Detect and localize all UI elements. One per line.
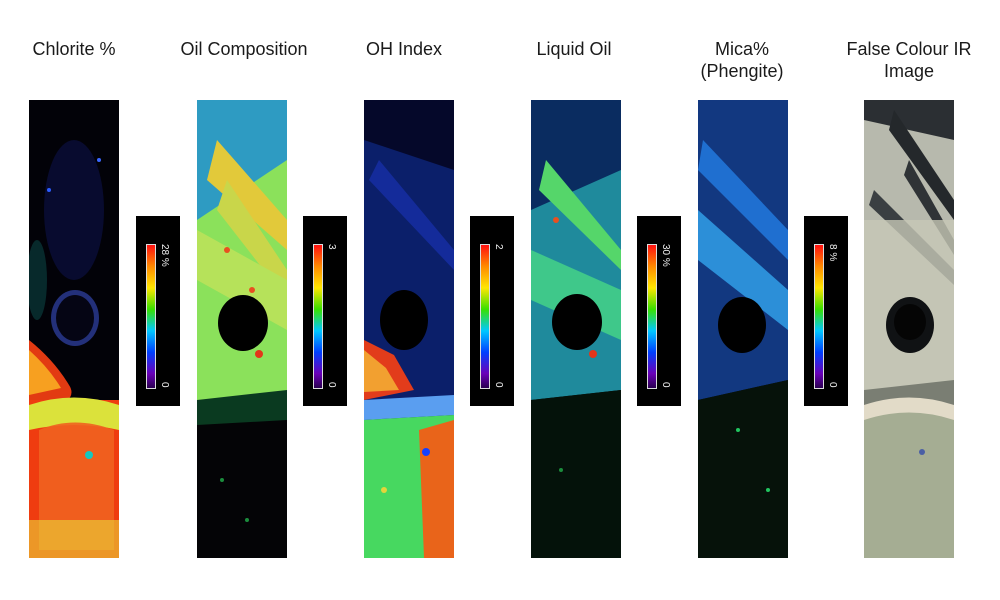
colour-scale-liquid-oil: 30 % 0 bbox=[637, 216, 681, 406]
colour-gradient-bar bbox=[480, 244, 490, 389]
panel-chlorite-map bbox=[29, 100, 119, 558]
scale-min-label: 0 bbox=[493, 382, 504, 388]
scale-max-label: 28 % bbox=[159, 244, 170, 267]
colour-scale-oil-composition: 3 0 bbox=[303, 216, 347, 406]
panel-mica-map bbox=[698, 100, 788, 558]
colour-scale-oh-index: 2 0 bbox=[470, 216, 514, 406]
scale-max-label: 8 % bbox=[827, 244, 838, 262]
colour-gradient-bar bbox=[814, 244, 824, 389]
colour-scale-mica: 8 % 0 bbox=[804, 216, 848, 406]
title-liquid-oil: Liquid Oil bbox=[536, 39, 612, 59]
title-oh-index: OH Index bbox=[365, 39, 443, 59]
scale-min-label: 0 bbox=[660, 382, 671, 388]
scale-min-label: 0 bbox=[159, 382, 170, 388]
title-false-colour-ir: False Colour IR Image bbox=[846, 39, 972, 81]
scale-min-label: 0 bbox=[326, 382, 337, 388]
panel-liquid-oil-map bbox=[531, 100, 621, 558]
title-oil-composition: Oil Composition bbox=[180, 39, 308, 59]
scale-max-label: 30 % bbox=[660, 244, 671, 267]
title-chlorite: Chlorite % bbox=[32, 39, 116, 59]
title-mica: Mica% (Phengite) bbox=[700, 39, 784, 81]
colour-gradient-bar bbox=[146, 244, 156, 389]
scale-max-label: 3 bbox=[326, 244, 337, 250]
scale-min-label: 0 bbox=[827, 382, 838, 388]
colour-gradient-bar bbox=[647, 244, 657, 389]
scale-max-label: 2 bbox=[493, 244, 504, 250]
panel-oh-index-map bbox=[364, 100, 454, 558]
colour-gradient-bar bbox=[313, 244, 323, 389]
colour-scale-chlorite: 28 % 0 bbox=[136, 216, 180, 406]
panel-oil-composition-map bbox=[197, 100, 287, 558]
panel-false-colour-ir-image bbox=[864, 100, 954, 558]
